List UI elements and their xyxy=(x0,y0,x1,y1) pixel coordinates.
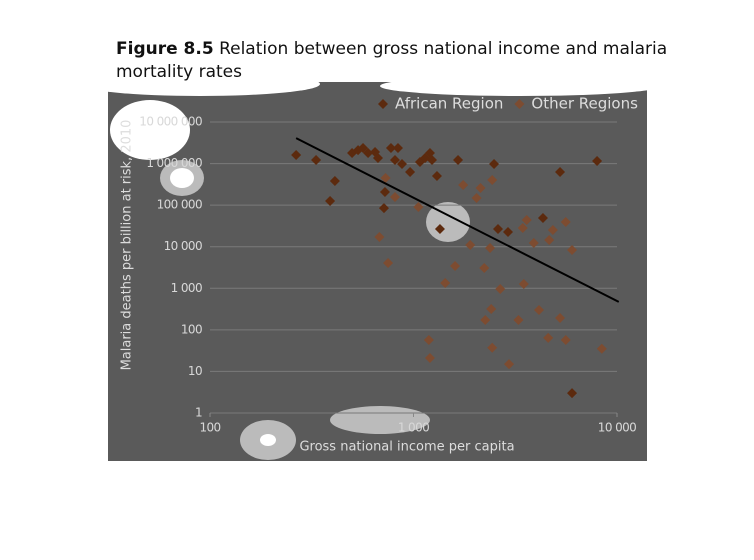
y-tick-label: 10 000 000 xyxy=(139,115,202,129)
point xyxy=(555,166,566,177)
point xyxy=(596,343,607,354)
chart-title: Figure 8.5 Relation between gross nation… xyxy=(116,39,667,59)
y-tick-label: 1 xyxy=(195,406,202,420)
point xyxy=(372,153,383,164)
blot xyxy=(110,100,190,160)
legend-label: Other Regions xyxy=(531,95,638,113)
point xyxy=(325,195,336,206)
point xyxy=(453,154,464,165)
marks xyxy=(291,137,620,399)
figure-label: Figure 8.5 xyxy=(116,39,214,59)
point xyxy=(374,232,385,243)
blot xyxy=(80,72,320,96)
point xyxy=(486,303,497,314)
point xyxy=(504,359,515,370)
point xyxy=(592,156,603,167)
point xyxy=(385,142,396,153)
title-line: mortality rates xyxy=(116,62,242,82)
point xyxy=(475,182,486,193)
point xyxy=(567,244,578,255)
point xyxy=(450,260,461,271)
point xyxy=(543,332,554,343)
point xyxy=(363,147,374,158)
point xyxy=(397,159,408,170)
point xyxy=(329,175,340,186)
point xyxy=(560,216,571,227)
point xyxy=(380,172,391,183)
point xyxy=(533,305,544,316)
x-axis-title: Gross national income per capita xyxy=(299,440,514,455)
point xyxy=(471,192,482,203)
point xyxy=(378,203,389,214)
y-tick-label: 100 000 xyxy=(157,198,202,212)
point xyxy=(489,159,500,170)
point xyxy=(405,166,416,177)
y-tick-label: 1 000 000 xyxy=(146,156,202,170)
legend-swatch xyxy=(514,99,525,109)
point xyxy=(528,237,539,248)
point xyxy=(431,170,442,181)
legend: African Region Other Regions xyxy=(378,95,638,113)
point xyxy=(413,201,424,212)
plot-panel xyxy=(108,82,647,461)
point xyxy=(544,235,555,246)
point xyxy=(493,223,504,234)
y-tick-label: 10 000 xyxy=(164,239,202,253)
blot xyxy=(170,168,194,188)
point xyxy=(383,257,394,268)
point xyxy=(479,262,490,273)
y-tick-label: 1 000 xyxy=(171,281,202,295)
point xyxy=(487,174,498,185)
point xyxy=(521,214,532,225)
point xyxy=(440,278,451,289)
point xyxy=(518,278,529,289)
title-line: Relation between gross national income a… xyxy=(219,39,667,59)
point xyxy=(555,312,566,323)
point xyxy=(567,388,578,399)
point xyxy=(392,142,403,153)
point xyxy=(389,191,400,202)
legend-label: African Region xyxy=(395,95,503,113)
point xyxy=(487,342,498,353)
point xyxy=(480,314,491,325)
point xyxy=(311,154,322,165)
point xyxy=(424,353,435,364)
x-tick-label: 100 xyxy=(199,421,220,435)
point xyxy=(389,154,400,165)
point xyxy=(495,283,506,294)
legend-swatch xyxy=(378,99,388,109)
point xyxy=(502,226,513,237)
point xyxy=(465,239,476,250)
y-tick-label: 100 xyxy=(181,322,202,336)
blot xyxy=(260,434,276,446)
point xyxy=(379,187,390,198)
point xyxy=(291,149,302,160)
point xyxy=(517,222,528,233)
y-tick-label: 10 xyxy=(188,364,202,378)
point xyxy=(560,335,571,346)
point xyxy=(427,154,438,165)
point xyxy=(458,180,469,191)
blot xyxy=(380,76,660,96)
point xyxy=(485,243,496,254)
y-axis-title: Malaria deaths per billion at risk, 2010 xyxy=(120,120,135,371)
point xyxy=(423,335,434,346)
x-tick-label: 10 000 xyxy=(598,421,636,435)
point xyxy=(547,225,558,236)
point xyxy=(434,223,445,234)
point xyxy=(513,314,524,325)
point xyxy=(537,212,548,223)
grid: 1 10 100 1 000 10 000 100 000 1 000 000 10 000 … xyxy=(139,115,637,435)
blot xyxy=(426,202,470,242)
x-tick-label: 1 000 xyxy=(398,421,429,435)
trend-line xyxy=(295,137,620,303)
